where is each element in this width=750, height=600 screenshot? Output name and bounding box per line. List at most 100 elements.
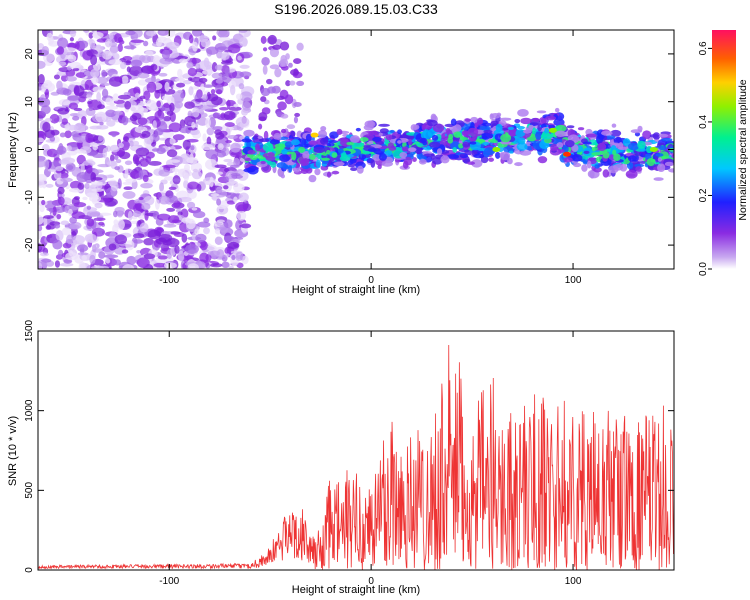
spectrogram-cell: [276, 95, 285, 101]
spectrogram-cell: [205, 253, 212, 262]
spectrogram-cell: [583, 150, 590, 154]
spectrogram-cell: [132, 233, 145, 239]
spectrogram-cell: [563, 157, 573, 163]
spectrogram-cell: [321, 157, 330, 161]
spectrogram-cell: [166, 41, 180, 50]
colorbar-label: Normalized spectral amplitude: [737, 79, 749, 220]
spectrogram-cell: [221, 261, 230, 269]
spectrogram-cell: [602, 169, 610, 178]
spectrogram-cell: [523, 129, 532, 134]
spectrogram-cell: [109, 154, 115, 163]
spectrogram-cell: [205, 46, 219, 55]
spectrogram-cell: [235, 116, 250, 128]
spectrogram-cell: [381, 160, 394, 167]
spectrogram-cell: [535, 131, 542, 140]
spectrogram-cell: [367, 148, 377, 153]
spectrogram-cell: [655, 153, 664, 157]
spectrogram-cell: [223, 158, 233, 163]
spectrogram-cell: [221, 51, 230, 60]
spectrogram-cell: [459, 153, 465, 157]
spectrogram-cell: [313, 146, 326, 154]
spectrogram-cell: [235, 251, 244, 260]
spectrogram-cell: [275, 146, 284, 151]
spectrogram-cell: [255, 143, 260, 152]
colorbar-ticks: 0.0 0.2 0.4 0.6: [698, 41, 712, 276]
spectrogram-cell: [508, 129, 517, 137]
y-tick-label: -20: [24, 237, 35, 252]
spectrogram-cell: [247, 165, 259, 175]
spectrogram-cell: [293, 116, 298, 124]
spectrogram-peak: [548, 127, 557, 133]
spectrogram-cell: [507, 126, 515, 131]
spectrogram-cell: [285, 53, 290, 60]
spectrogram-cell: [161, 49, 171, 60]
spectrogram-cell: [143, 237, 154, 246]
spectrogram-cell: [273, 132, 281, 139]
spectrogram-cell: [124, 100, 132, 110]
spectrogram-cell: [329, 131, 339, 139]
spectrogram-cell: [161, 95, 172, 101]
spectrogram-cell: [274, 68, 282, 78]
spectrogram-cell: [517, 126, 526, 130]
spectrogram-cell: [288, 165, 293, 173]
spectrogram-cell: [528, 124, 534, 129]
spectrogram-cell: [145, 50, 154, 57]
spectrogram-cell: [495, 123, 503, 133]
spectrogram-cell: [238, 192, 249, 202]
spectrogram-cell: [359, 137, 369, 142]
spectrogram-cell: [153, 54, 160, 61]
spectrogram-cell: [41, 199, 46, 206]
spectrogram-cell: [41, 82, 56, 93]
spectrogram-cell: [72, 234, 85, 245]
figure-title: S196.2026.089.15.03.C33: [274, 1, 438, 17]
spectrogram-cell: [144, 210, 149, 221]
spectrogram-cell: [517, 108, 529, 117]
spectrogram-cell: [227, 44, 241, 54]
spectrogram-cell: [113, 110, 123, 116]
spectrogram-cell: [187, 112, 198, 117]
spectrogram-cell: [163, 176, 175, 181]
spectrogram-cell: [241, 138, 252, 143]
spectrogram-cell: [471, 159, 483, 168]
spectrogram-cell: [372, 154, 381, 162]
spectrogram-cell: [125, 30, 136, 36]
spectrogram-cell: [407, 138, 412, 146]
spectrogram-cell: [93, 86, 107, 90]
spectrogram-cell: [279, 154, 291, 163]
spectrogram-cell: [314, 168, 321, 176]
spectrogram-cell: [355, 127, 361, 132]
spectrogram-cell: [93, 53, 104, 58]
spectrogram-cell: [180, 92, 185, 99]
spectrogram-cell: [59, 132, 66, 138]
spectrogram-cell: [372, 136, 382, 142]
spectrogram-cell: [627, 155, 637, 162]
spectrogram-cell: [118, 39, 125, 45]
y-tick-label: 10: [24, 96, 35, 108]
spectrogram-cell: [300, 167, 309, 174]
spectrogram-cell: [114, 234, 128, 245]
spectrogram-cell: [112, 52, 120, 60]
spectrogram-cell: [125, 178, 137, 183]
spectrogram-cell: [113, 219, 119, 226]
spectrogram-cell: [132, 140, 140, 147]
spectrogram-cell: [88, 107, 93, 112]
spectrogram-cell: [170, 159, 181, 163]
spectrogram-cell: [216, 171, 224, 175]
spectrogram-cell: [287, 160, 294, 166]
spectrogram-cell: [143, 253, 156, 260]
spectrogram-cell: [46, 32, 53, 41]
spectrogram-cell: [515, 129, 526, 138]
spectrogram-cell: [227, 135, 238, 140]
spectrogram-cell: [177, 211, 183, 216]
spectrogram-cell: [184, 101, 195, 109]
spectrogram-cell: [114, 166, 121, 171]
spectrogram-cell: [267, 86, 277, 94]
spectrogram-cell: [55, 230, 64, 241]
spectrogram-cell: [57, 196, 65, 206]
spectrogram-cell: [123, 91, 131, 96]
spectrogram-cell: [657, 157, 663, 162]
spectrogram-cell: [410, 124, 418, 131]
spectrogram-cell: [481, 133, 494, 139]
spectrogram-cell: [554, 107, 560, 113]
spectrogram-cell: [597, 142, 607, 152]
